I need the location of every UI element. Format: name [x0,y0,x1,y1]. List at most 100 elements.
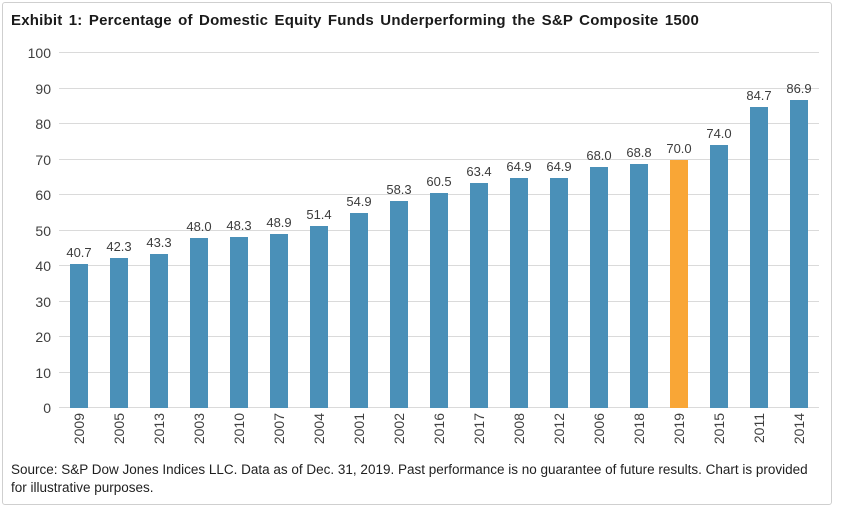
bar [190,237,208,408]
bar [430,193,448,408]
bar-column: 58.3 [379,182,419,408]
bar-column: 64.9 [499,159,539,408]
x-tick-cell: 2015 [699,413,739,455]
bar [750,107,768,408]
bar-value-label: 86.9 [786,80,812,96]
x-tick-cell: 2016 [419,413,459,455]
bar-value-label: 63.4 [466,163,492,179]
y-axis-tick-label: 100 [27,45,51,61]
y-axis-tick-label: 90 [35,80,51,97]
x-tick-cell: 2011 [739,413,779,455]
plot-area: 0 10 20 30 40 50 60 70 80 90 100 40.7 42.3 43.3 48.0 4… [28,45,819,416]
x-tick-cell: 2012 [539,413,579,455]
bar-value-label: 58.3 [386,182,412,198]
bar-value-label: 70.0 [666,140,692,156]
bar-column: 51.4 [299,207,339,408]
x-axis-tick-label: 2011 [751,413,767,444]
x-tick-cell: 2010 [219,413,259,455]
x-tick-cell: 2019 [659,413,699,455]
gridline: 100 [28,45,819,61]
bar-column: 43.3 [139,235,179,408]
bar-value-label: 60.5 [426,174,452,190]
x-axis-tick-label: 2012 [551,413,567,445]
gridline: 90 [35,81,819,97]
x-axis-tick-label: 2005 [111,413,127,445]
bar-column: 40.7 [59,245,99,408]
x-tick-cell: 2009 [59,413,99,455]
x-axis-tick-label: 2016 [431,413,447,445]
bar-value-label: 48.0 [186,218,212,234]
x-axis-tick-label: 2006 [591,413,607,445]
x-tick-cell: 2005 [99,413,139,455]
x-tick-cell: 2001 [339,413,379,455]
x-axis-tick-label: 2008 [511,413,527,445]
bar [150,254,168,408]
bar-value-label: 42.3 [106,238,132,254]
x-tick-cell: 2008 [499,413,539,455]
x-axis-tick-label: 2017 [471,413,487,445]
bar-value-label: 74.0 [706,126,732,142]
x-axis-tick-label: 2015 [711,413,727,445]
bar [70,263,88,408]
bar-column: 63.4 [459,164,499,408]
x-tick-cell: 2014 [779,413,819,455]
x-tick-cell: 2017 [459,413,499,455]
bar [470,182,488,408]
source-note: Source: S&P Dow Jones Indices LLC. Data … [11,462,808,496]
y-axis-tick-label: 50 [35,222,51,239]
bar-value-label: 64.9 [506,158,532,174]
x-axis-tick-label: 2009 [71,413,87,445]
bar [230,236,248,408]
bar-value-label: 68.8 [626,144,652,160]
y-axis-tick-label: 30 [35,293,51,310]
x-axis-labels: 2009 2005 2013 2003 2010 2007 2004 2001 2002 2016… [59,413,819,455]
bar-column: 42.3 [99,239,139,408]
bar [550,177,568,408]
bar-column: 48.0 [179,219,219,408]
bar-column: 86.9 [779,81,819,408]
bar-column: 60.5 [419,174,459,408]
bar-column: 48.3 [219,218,259,408]
bar [310,225,328,408]
y-axis-tick-label: 40 [35,258,51,274]
bar [790,99,808,408]
x-tick-cell: 2002 [379,413,419,455]
x-tick-cell: 2018 [619,413,659,455]
x-axis-tick-label: 2013 [151,413,167,445]
bar-value-label: 40.7 [66,244,92,260]
x-axis-tick-label: 2019 [671,413,687,445]
y-axis-tick-label: 70 [35,151,51,168]
x-tick-cell: 2006 [579,413,619,455]
x-axis-tick-label: 2002 [391,413,407,445]
bar-value-label: 48.9 [266,215,292,231]
bar [510,177,528,408]
y-axis-tick-label: 60 [35,187,51,203]
bar-value-label: 43.3 [146,235,172,251]
plot-region: 0 10 20 30 40 50 60 70 80 90 100 40.7 42.3 43.3 48.0 4… [28,45,819,455]
bar [390,201,408,408]
y-axis-tick-label: 20 [35,329,51,345]
x-axis-tick-label: 2018 [631,413,647,445]
bar-column: 54.9 [339,194,379,408]
x-axis-tick-label: 2004 [311,413,327,445]
x-tick-cell: 2003 [179,413,219,455]
bar-value-label: 51.4 [306,206,332,222]
bar-highlighted [670,159,688,408]
bar-column: 74.0 [699,126,739,408]
bars: 40.7 42.3 43.3 48.0 48.3 48.9 51.4 54.9 58.3 60.5… [59,53,819,408]
bar-column: 68.0 [579,148,619,408]
exhibit-card: Exhibit 1: Percentage of Domestic Equity… [2,2,832,505]
x-axis-tick-label: 2014 [791,413,807,445]
bar-value-label: 54.9 [346,194,372,210]
x-tick-cell: 2004 [299,413,339,455]
y-axis-tick-label: 80 [35,116,51,132]
x-tick-cell: 2013 [139,413,179,455]
bar [710,145,728,408]
x-axis-tick-label: 2010 [231,413,247,445]
bar-column: 48.9 [259,215,299,408]
x-axis-tick-label: 2003 [191,413,207,445]
bar-column: 64.9 [539,159,579,408]
chart-title: Exhibit 1: Percentage of Domestic Equity… [11,12,700,29]
bar-value-label: 48.3 [226,217,252,233]
y-axis-tick-label: 10 [35,364,51,381]
